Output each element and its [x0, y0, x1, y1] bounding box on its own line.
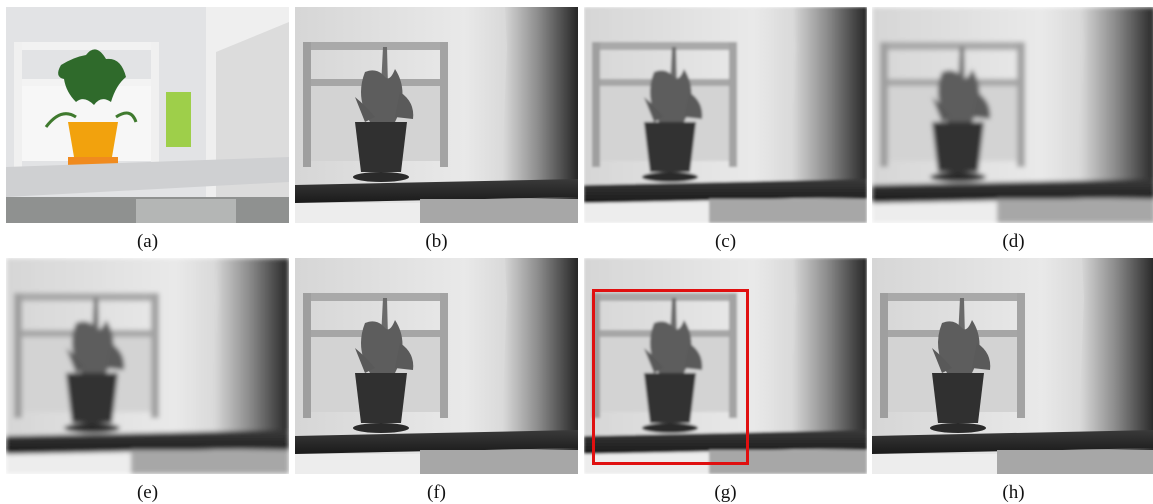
caption-a: (a) [136, 231, 159, 252]
caption-g: (g) [714, 482, 737, 503]
panel-b-depth-map [295, 7, 578, 223]
depth-map [872, 7, 1153, 223]
caption-h: (h) [1002, 482, 1025, 503]
caption-b: (b) [425, 231, 448, 252]
highlight-box [592, 289, 749, 465]
panel-e-depth-map [6, 258, 289, 474]
panel-a-rgb-photo [6, 7, 289, 223]
caption-e: (e) [136, 482, 159, 503]
depth-map [295, 7, 578, 223]
caption-f: (f) [427, 482, 446, 503]
rgb-photo [6, 7, 289, 223]
panel-f-depth-map [295, 258, 578, 474]
panel-d-depth-map [872, 7, 1153, 223]
depth-map [6, 258, 289, 474]
caption-c: (c) [714, 231, 737, 252]
panel-c-depth-map [584, 7, 867, 223]
depth-map [295, 258, 578, 474]
depth-map [584, 7, 867, 223]
caption-d: (d) [1002, 231, 1025, 252]
panel-h-depth-map [872, 258, 1153, 474]
depth-map [872, 258, 1153, 474]
